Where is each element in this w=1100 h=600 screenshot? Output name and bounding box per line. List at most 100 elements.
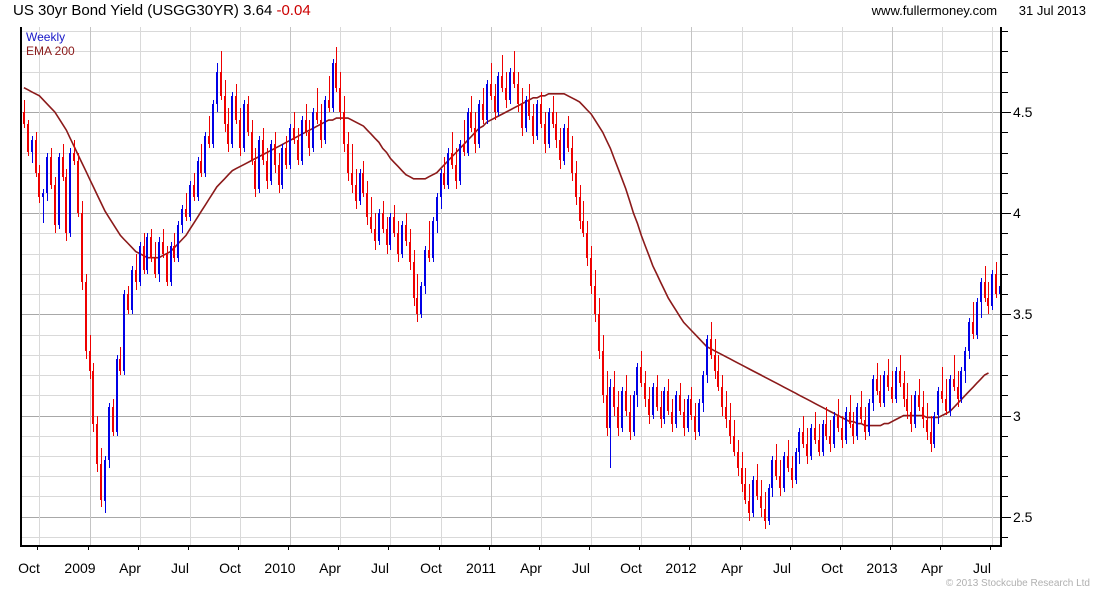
y-axis-tick bbox=[1002, 395, 1008, 397]
candle-body bbox=[737, 451, 739, 469]
candle-body bbox=[852, 423, 854, 436]
gridline-horizontal bbox=[22, 71, 1002, 73]
candle-body bbox=[771, 460, 773, 489]
candle-body bbox=[702, 375, 704, 404]
candle-body bbox=[930, 431, 932, 444]
candle-body bbox=[509, 71, 511, 100]
candle-body bbox=[582, 221, 584, 234]
gridline-vertical bbox=[742, 27, 743, 545]
candle-body bbox=[96, 423, 98, 465]
candle-body bbox=[428, 249, 430, 258]
candle-wick bbox=[317, 87, 318, 125]
candle-body bbox=[837, 415, 839, 428]
gridline-horizontal bbox=[22, 294, 1002, 296]
candle-body bbox=[864, 419, 866, 432]
candle-body bbox=[189, 184, 191, 218]
gridline-horizontal bbox=[22, 31, 1002, 32]
y-axis-tick bbox=[1002, 132, 1008, 134]
gridline-vertical bbox=[390, 27, 391, 545]
x-axis-tick bbox=[840, 545, 841, 550]
candle-body bbox=[872, 379, 874, 404]
candle-body bbox=[964, 350, 966, 371]
candle-body bbox=[513, 71, 515, 84]
candle-body bbox=[324, 99, 326, 141]
candle-wick bbox=[877, 362, 878, 396]
candle-wick bbox=[429, 221, 430, 262]
candle-body bbox=[440, 172, 442, 197]
y-axis-tick bbox=[1002, 354, 1008, 356]
candle-body bbox=[154, 257, 156, 274]
candle-body bbox=[679, 395, 681, 412]
y-axis-tick bbox=[1002, 496, 1008, 498]
candle-body bbox=[135, 269, 137, 282]
candle-body bbox=[463, 144, 465, 153]
candle-body bbox=[914, 395, 916, 424]
gridline-horizontal bbox=[22, 375, 1002, 376]
candle-body bbox=[802, 431, 804, 444]
candle-body bbox=[652, 387, 654, 416]
candle-body bbox=[552, 112, 554, 125]
y-axis-label: 3.5 bbox=[1013, 306, 1033, 323]
gridline-vertical bbox=[491, 27, 492, 545]
y-axis-tick bbox=[1002, 172, 1008, 174]
candle-wick bbox=[43, 188, 44, 224]
y-axis-tick bbox=[1002, 375, 1008, 376]
x-axis-label: Oct bbox=[18, 560, 40, 576]
candle-body bbox=[536, 103, 538, 137]
candle-body bbox=[355, 184, 357, 201]
candle-body bbox=[65, 176, 67, 234]
ema-200-line bbox=[23, 86, 989, 427]
candle-body bbox=[810, 427, 812, 456]
candle-body bbox=[451, 152, 453, 165]
candle-body bbox=[104, 460, 106, 501]
candle-body bbox=[77, 160, 79, 214]
candle-wick bbox=[942, 366, 943, 404]
gridline-horizontal bbox=[22, 172, 1002, 174]
candle-body bbox=[706, 338, 708, 375]
gridline-vertical bbox=[691, 27, 692, 545]
x-axis-label: Jul bbox=[171, 560, 189, 576]
candle-body bbox=[308, 132, 310, 149]
candle-body bbox=[170, 245, 172, 282]
candle-body bbox=[579, 197, 581, 222]
gridline-vertical bbox=[541, 27, 542, 545]
y-axis-tick bbox=[1002, 435, 1008, 437]
candle-body bbox=[193, 184, 195, 197]
candle-body bbox=[108, 407, 110, 460]
candle-body bbox=[829, 435, 831, 444]
candle-body bbox=[416, 298, 418, 315]
candle-body bbox=[972, 322, 974, 335]
candle-body bbox=[208, 136, 210, 145]
y-axis-tick bbox=[1002, 536, 1008, 538]
candle-body bbox=[895, 371, 897, 400]
candle-body bbox=[339, 87, 341, 112]
candle-body bbox=[270, 144, 272, 181]
candle-body bbox=[216, 71, 218, 104]
candle-body bbox=[143, 245, 145, 270]
gridline-vertical bbox=[240, 27, 241, 545]
gridline-vertical bbox=[140, 27, 141, 545]
candle-body bbox=[185, 209, 187, 218]
candle-body bbox=[968, 322, 970, 351]
chart-legend: Weekly EMA 200 bbox=[26, 30, 75, 58]
x-axis-tick bbox=[539, 545, 540, 550]
candle-body bbox=[181, 209, 183, 226]
candle-body bbox=[251, 132, 253, 161]
candle-body bbox=[262, 140, 264, 161]
chart-header: US 30yr Bond Yield (USGG30YR) 3.64 -0.04… bbox=[0, 0, 1100, 27]
candle-body bbox=[675, 395, 677, 424]
candle-body bbox=[239, 120, 241, 149]
gridline-horizontal bbox=[22, 132, 1002, 134]
candle-body bbox=[656, 387, 658, 408]
gridline-horizontal bbox=[22, 536, 1002, 538]
copyright-notice: © 2013 Stockcube Research Ltd bbox=[945, 578, 1090, 589]
candle-body bbox=[393, 217, 395, 234]
candle-body bbox=[359, 172, 361, 201]
candle-body bbox=[281, 148, 283, 185]
x-axis-tick bbox=[639, 545, 640, 550]
candle-body bbox=[474, 128, 476, 145]
candle-body bbox=[397, 233, 399, 254]
candle-body bbox=[220, 71, 222, 96]
candle-body bbox=[258, 140, 260, 189]
candle-body bbox=[224, 95, 226, 125]
